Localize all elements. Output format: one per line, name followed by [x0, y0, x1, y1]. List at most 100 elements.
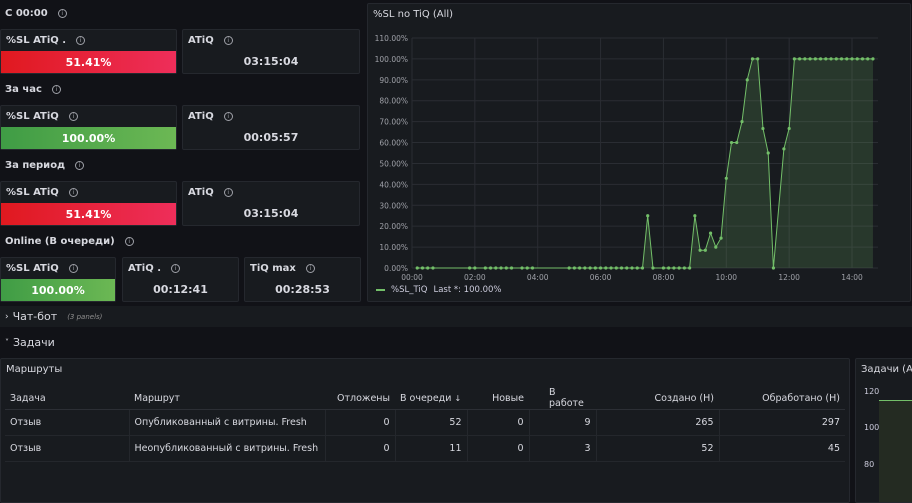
legend-last-value: Last *: 100.00%	[433, 285, 502, 295]
sort-desc-icon: ↓	[454, 393, 462, 403]
data-point	[530, 266, 535, 270]
x-tick-label: 10:00	[715, 273, 737, 282]
panel-title: TiQ max	[250, 263, 296, 274]
y-tick-label: 50.00%	[379, 159, 408, 168]
col-processed[interactable]: Обработано (Н)	[719, 387, 845, 410]
info-icon[interactable]: i	[171, 264, 180, 273]
x-tick-label: 14:00	[841, 273, 863, 282]
info-icon[interactable]: i	[51, 85, 61, 94]
data-point	[667, 266, 671, 270]
y-tick-label: 70.00%	[379, 118, 408, 127]
data-point	[756, 57, 760, 61]
data-point	[420, 266, 425, 270]
data-point	[567, 266, 571, 270]
sl-tiq-chart: 0.00% 10.00% 20.00% 30.00% 40.00% 50.00% 60.00…	[375, 34, 878, 282]
data-point	[693, 214, 697, 218]
col-created[interactable]: Создано (Н)	[596, 387, 719, 410]
col-task[interactable]: Задача	[5, 387, 129, 410]
y-tick-label: 0.00%	[384, 264, 408, 273]
data-point	[839, 57, 844, 61]
stat-value: 00:05:57	[243, 131, 299, 144]
col-route[interactable]: Маршрут	[129, 387, 325, 410]
info-icon[interactable]: i	[68, 112, 78, 121]
data-point	[735, 140, 739, 145]
data-point	[598, 266, 603, 270]
data-point	[782, 147, 786, 151]
panel-title: %SL ATiQ	[6, 111, 59, 122]
info-icon[interactable]: i	[124, 237, 134, 246]
data-point	[509, 266, 514, 270]
info-icon[interactable]: i	[76, 36, 86, 45]
data-point	[708, 231, 713, 235]
data-point	[824, 57, 828, 61]
row-tasks[interactable]: ˅ Задачи	[5, 335, 55, 349]
data-point	[609, 266, 613, 270]
y-tick-label: 110.00%	[375, 34, 408, 43]
stat-value: 00:12:41	[153, 283, 208, 296]
info-icon[interactable]: i	[68, 264, 78, 273]
data-point	[488, 266, 493, 270]
info-icon[interactable]: i	[223, 36, 233, 45]
group-title: За час i	[5, 84, 61, 95]
data-point	[588, 266, 592, 270]
data-point	[860, 57, 865, 61]
row-chatbot[interactable]: › Чат-бот (3 panels)	[0, 306, 912, 327]
data-point	[483, 266, 487, 270]
y-tick-label: 90.00%	[379, 76, 408, 85]
data-point	[499, 266, 503, 270]
col-new[interactable]: Новые	[467, 387, 529, 410]
data-point	[750, 57, 755, 61]
col-postponed[interactable]: Отложены	[325, 387, 395, 410]
stat-value: 100.00%	[1, 127, 176, 149]
info-icon[interactable]: i	[305, 264, 315, 273]
data-point	[792, 57, 796, 61]
data-point	[688, 266, 692, 270]
panel-title: ATiQ	[188, 111, 214, 122]
data-point	[745, 78, 749, 82]
data-point	[520, 266, 524, 270]
data-point	[651, 266, 655, 270]
info-icon[interactable]: i	[223, 112, 233, 121]
data-point	[682, 266, 686, 270]
data-point	[829, 57, 833, 61]
x-tick-label: 04:00	[527, 273, 549, 282]
data-point	[640, 266, 645, 270]
info-icon[interactable]: i	[68, 188, 78, 197]
y-tick: 100	[864, 423, 880, 432]
group-title: Online (В очереди) i	[5, 236, 134, 247]
panel-title: %SL ATiQ	[6, 263, 59, 274]
info-icon[interactable]: i	[75, 161, 85, 170]
data-point	[661, 266, 666, 270]
panel-title: ATiQ	[188, 187, 214, 198]
y-tick-label: 40.00%	[379, 180, 408, 189]
col-in-queue[interactable]: В очереди ↓	[395, 387, 467, 410]
data-point	[766, 151, 770, 155]
x-tick-label: 06:00	[590, 273, 612, 282]
y-tick: 120	[864, 387, 880, 396]
chart-legend[interactable]: %SL_TiQ Last *: 100.00%	[376, 285, 502, 295]
data-point	[714, 245, 718, 249]
data-point	[593, 266, 597, 270]
routes-panel: Маршруты Задача Маршрут Отложены В очере…	[0, 358, 850, 503]
data-point	[672, 266, 676, 270]
data-point	[855, 57, 859, 61]
atiq-panel: ATiQ i 03:15:04	[182, 181, 360, 226]
data-point	[426, 266, 430, 270]
data-point	[808, 57, 812, 61]
data-point	[761, 126, 765, 131]
data-point	[625, 266, 629, 270]
data-point	[724, 176, 728, 180]
info-icon[interactable]: i	[57, 9, 67, 18]
data-point	[813, 57, 817, 61]
data-point	[646, 214, 650, 218]
chevron-right-icon: ›	[5, 311, 9, 322]
data-point	[698, 248, 702, 252]
tasks-chart-panel: Задачи (All) 120 100 80	[855, 358, 912, 503]
data-point	[740, 120, 744, 124]
x-tick-label: 02:00	[464, 273, 486, 282]
info-icon[interactable]: i	[223, 188, 233, 197]
col-in-work[interactable]: В работе	[529, 387, 596, 410]
data-point	[677, 266, 681, 270]
data-point	[578, 266, 582, 270]
data-point	[572, 266, 576, 270]
